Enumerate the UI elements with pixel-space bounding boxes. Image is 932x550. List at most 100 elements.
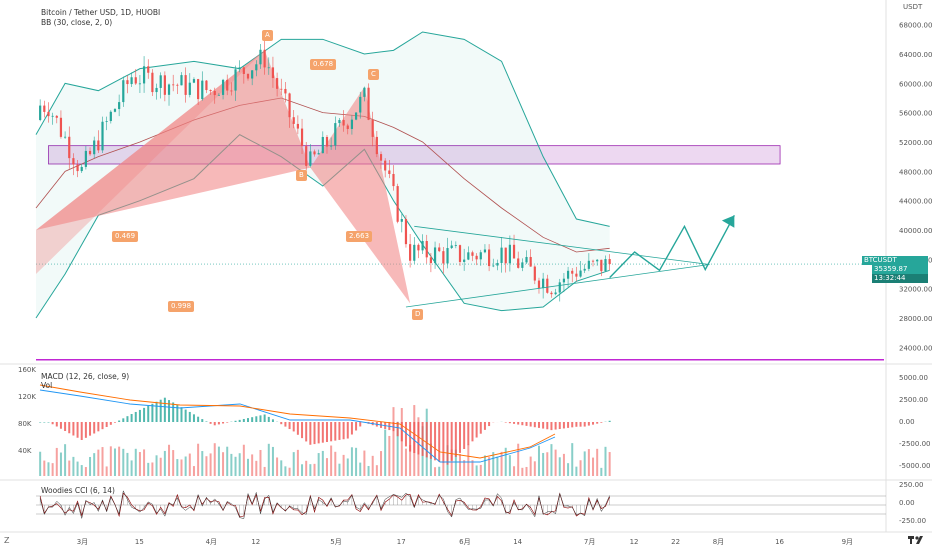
candle-body [392,173,395,187]
harmonic-xab [36,50,311,231]
volume-bar [537,445,540,476]
macd-hist-bar [163,397,166,422]
candle-body [354,112,358,120]
volume-bar [205,456,208,476]
bb-upper [35,31,610,227]
macd-hist-bar [442,422,445,464]
candle-body [213,90,216,96]
wedge-lower [405,264,710,308]
macd-hist-bar [483,422,486,430]
candle-body [255,64,258,71]
candle-body [554,292,557,295]
macd-hist-bar [263,414,266,422]
volume-bar [459,453,461,476]
volume-bar [89,456,92,476]
macd-hist-bar [172,402,175,422]
candle-body [591,260,595,262]
macd-hist-bar [155,401,158,422]
candle-body [309,151,312,166]
candle-body [176,84,179,86]
macd-hist-bar [471,422,474,442]
macd-hist-bar [529,422,532,427]
macd-hist-bar [567,422,570,428]
volume-bar [529,456,532,476]
macd-hist-bar [587,422,590,426]
macd-hist-bar [292,422,295,432]
projection-arrow [721,215,735,228]
macd-hist-bar [321,422,324,443]
candle-body [234,69,237,91]
volume-bar [138,452,141,476]
volume-bar [101,447,104,476]
macd-hist-bar [309,422,312,445]
volume-bar [276,457,279,476]
cci-turbo-line [39,490,610,519]
candle-body [259,49,262,65]
macd-hist-bar [55,422,58,427]
volume-bar [159,457,162,476]
macd-hist-bar [301,422,304,439]
time-tick: 8月 [713,538,724,546]
macd-hist-bar [513,422,516,424]
candle-body [321,136,324,154]
time-tick: 14 [513,538,522,546]
volume-bar [147,462,150,476]
candle-body [442,251,445,264]
volume-bar [438,466,441,476]
macd-hist-bar [346,422,349,439]
volume-bar [259,449,262,476]
candle-body [604,259,607,272]
candle-body [39,105,42,120]
time-tick: 9月 [842,538,853,546]
volume-bar [109,446,112,476]
volume-bar [163,450,166,476]
time-tick: 7月 [584,538,595,546]
macd-hist-bar [68,422,71,434]
timezone-icon[interactable]: Z [4,536,10,545]
candle-body [371,119,374,137]
macd-hist-bar [508,422,511,424]
currency-label: USDT [903,3,923,11]
tradingview-logo-icon[interactable] [908,535,924,545]
macd-tick: -5000.00 [899,462,930,470]
candle-body [238,67,241,70]
price-tick: 44000.00 [899,198,932,206]
candle-body [284,88,287,94]
candle-body [587,260,590,269]
volume-bar [325,458,328,476]
volume-bar [188,453,191,476]
macd-hist-bar [259,415,262,422]
candle-body [109,111,112,122]
candle-body [93,140,96,155]
macd-hist-bar [421,422,424,456]
candle-body [421,240,424,251]
volume-bar [600,467,603,476]
price-tag-symbol: BTCUSDT [862,256,928,265]
macd-hist-bar [134,411,137,422]
candle-body [130,77,133,85]
candle-body [404,219,408,245]
candle-body [525,256,528,263]
candle-body [467,252,470,260]
volume-bar [554,449,557,476]
candle-body [575,273,578,277]
price-tick: 48000.00 [899,168,932,176]
macd-hist-bar [325,422,328,442]
macd-tick: 5000.00 [899,374,928,382]
signal-line [39,384,556,459]
time-tick: 12 [630,538,639,546]
price-tick: 40000.00 [899,227,932,235]
volume-bar [271,446,274,476]
macd-hist-bar [359,422,362,427]
volume-bar [380,451,383,476]
candle-body [388,170,391,174]
candle-body [300,128,304,147]
macd-hist-bar [192,414,195,422]
macd-hist-bar [255,416,258,422]
volume-bar [429,443,432,476]
volume-bar [583,451,586,476]
volume-bar [392,407,395,476]
volume-bar [533,461,536,476]
volume-bar [143,449,146,476]
